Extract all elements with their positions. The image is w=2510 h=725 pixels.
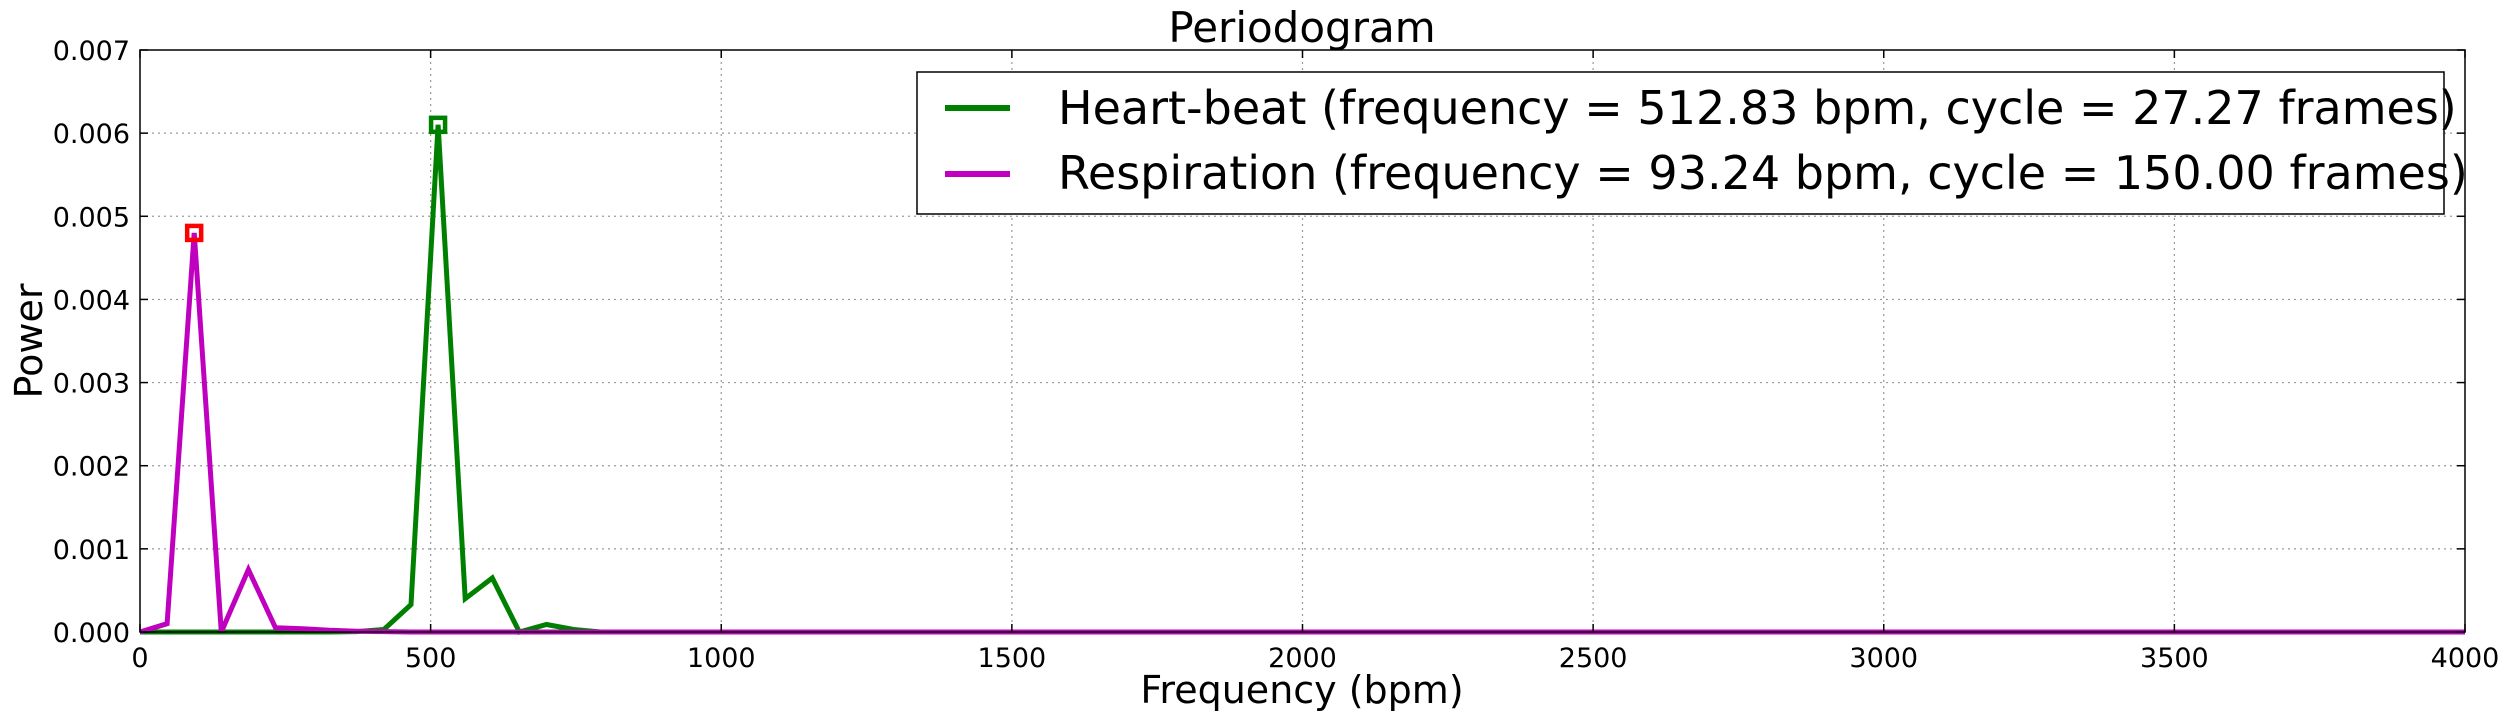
chart-title: Periodogram [1168, 3, 1435, 52]
x-tick-label: 0 [131, 643, 148, 674]
y-tick-label: 0.007 [53, 36, 130, 67]
peak-marker-layer [184, 115, 448, 243]
legend-box [916, 71, 2445, 215]
y-tick-label: 0.004 [53, 285, 130, 316]
x-tick-label: 3500 [2140, 643, 2209, 674]
x-tick-label: 2500 [1559, 643, 1628, 674]
tick-layer: 0 500 1000 1500 2000 2500 3000 3500 4000 0.000 0.0… [53, 36, 2500, 674]
x-tick-label: 1000 [687, 643, 756, 674]
y-tick-label: 0.002 [53, 452, 130, 483]
x-tick-label: 500 [405, 643, 457, 674]
y-tick-label: 0.005 [53, 202, 130, 233]
heart-beat-peak-marker [428, 115, 448, 135]
x-tick-label: 1500 [978, 643, 1047, 674]
legend: Heart-beat (frequency = 512.83 bpm, cycl… [916, 71, 2468, 215]
y-tick-label: 0.000 [53, 618, 130, 649]
legend-label-heart-beat: Heart-beat (frequency = 512.83 bpm, cycl… [1058, 81, 2457, 135]
y-tick-label: 0.003 [53, 369, 130, 400]
x-tick-label: 2000 [1268, 643, 1337, 674]
x-tick-label: 3000 [1849, 643, 1918, 674]
x-tick-label: 4000 [2431, 643, 2500, 674]
legend-label-respiration: Respiration (frequency = 93.24 bpm, cycl… [1058, 146, 2468, 200]
respiration-peak-marker [184, 223, 204, 243]
y-tick-label: 0.006 [53, 119, 130, 150]
x-axis-title: Frequency (bpm) [1140, 668, 1463, 712]
y-axis-title: Power [7, 283, 51, 398]
y-tick-label: 0.001 [53, 535, 130, 566]
